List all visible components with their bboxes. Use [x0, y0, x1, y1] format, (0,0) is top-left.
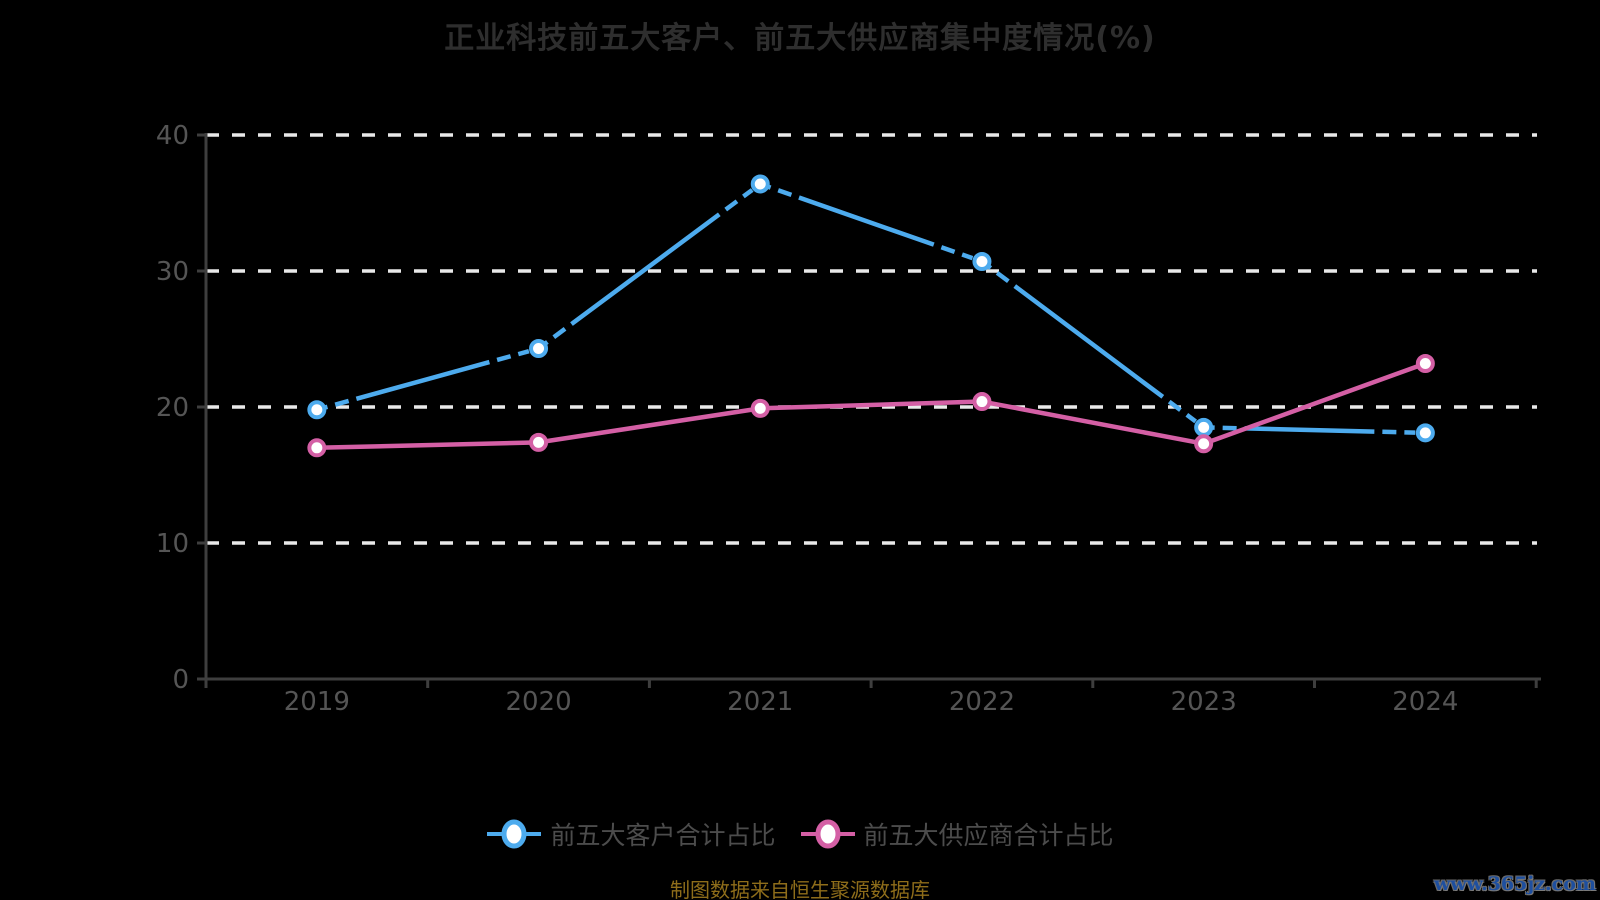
legend-item-customers[interactable]: 前五大客户合计占比: [486, 816, 776, 852]
data-point-前五大供应商合计占比-2022[interactable]: [972, 392, 992, 412]
legend-label-customers: 前五大客户合计占比: [550, 821, 776, 850]
前五大供应商合计占比-segment-4: [1202, 361, 1427, 446]
data-point-前五大供应商合计占比-2021[interactable]: [750, 398, 770, 418]
watermark: www.365jz.com: [1433, 873, 1596, 895]
customer-series-legend-icon: [487, 819, 542, 849]
前五大客户合计占比-segment-3: [980, 259, 1205, 430]
x-axis-label-2021: 2021: [727, 687, 793, 717]
y-axis-label-0: 0: [172, 665, 189, 695]
前五大供应商合计占比-segment-0: [316, 440, 539, 451]
前五大客户合计占比-segment-1: [537, 182, 762, 351]
legend-item-suppliers[interactable]: 前五大供应商合计占比: [800, 816, 1114, 852]
x-axis-label-2022: 2022: [949, 687, 1015, 717]
前五大客户合计占比-segment-0: [316, 346, 540, 412]
前五大供应商合计占比-segment-3: [981, 399, 1205, 446]
legend: 前五大客户合计占比 前五大供应商合计占比: [0, 816, 1600, 852]
supplier-series-legend-icon: [800, 819, 855, 849]
data-point-前五大客户合计占比-2022[interactable]: [972, 251, 992, 271]
legend-label-suppliers: 前五大供应商合计占比: [863, 821, 1114, 850]
y-axis-label-30: 30: [156, 257, 189, 287]
y-axis-label-10: 10: [156, 529, 189, 559]
y-axis-label-20: 20: [156, 393, 189, 423]
data-point-前五大客户合计占比-2021[interactable]: [750, 174, 770, 194]
y-axis-label-40: 40: [156, 121, 189, 151]
data-point-前五大供应商合计占比-2019[interactable]: [307, 438, 327, 458]
data-point-前五大客户合计占比-2020[interactable]: [529, 339, 549, 359]
chart-title: 正业科技前五大客户、前五大供应商集中度情况(%): [444, 21, 1156, 56]
x-axis-label-2019: 2019: [284, 687, 350, 717]
x-axis-label-2023: 2023: [1171, 687, 1237, 717]
前五大客户合计占比-segment-4: [1203, 425, 1426, 436]
data-point-前五大供应商合计占比-2024[interactable]: [1415, 353, 1435, 373]
前五大供应商合计占比-segment-1: [538, 406, 761, 445]
x-axis-label-2020: 2020: [505, 687, 571, 717]
x-axis-label-2024: 2024: [1392, 687, 1458, 717]
data-source-note: 制图数据来自恒生聚源数据库: [670, 878, 930, 900]
前五大客户合计占比-segment-2: [759, 181, 983, 264]
data-point-前五大供应商合计占比-2023[interactable]: [1194, 434, 1214, 454]
data-point-前五大客户合计占比-2023[interactable]: [1194, 417, 1214, 437]
data-point-前五大供应商合计占比-2020[interactable]: [529, 432, 549, 452]
data-point-前五大客户合计占比-2019[interactable]: [307, 400, 327, 420]
前五大供应商合计占比-segment-2: [760, 399, 983, 411]
data-point-前五大客户合计占比-2024[interactable]: [1415, 423, 1435, 443]
